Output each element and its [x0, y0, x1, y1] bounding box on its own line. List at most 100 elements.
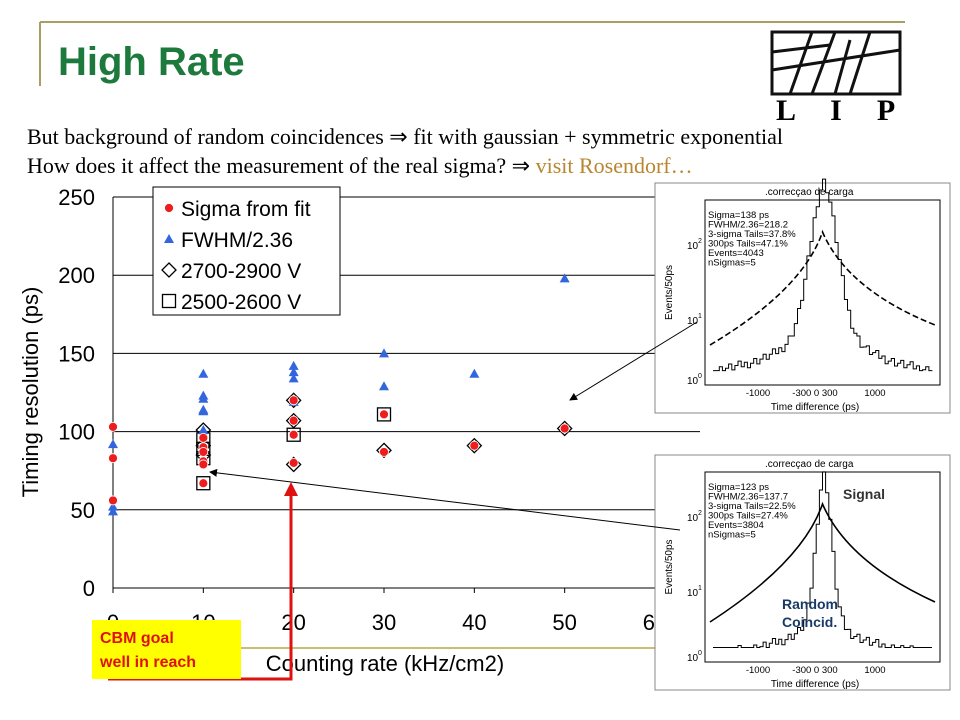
- inset-x-label: Time difference (ps): [771, 402, 859, 413]
- point: [285, 412, 302, 429]
- inset-x-tick-label: -1000: [746, 665, 770, 676]
- inset-stat: FWHM/2.36=218.2: [708, 220, 788, 231]
- point: [466, 437, 483, 454]
- point: [288, 360, 299, 370]
- point: [285, 392, 302, 409]
- histogram: [713, 178, 933, 372]
- inset-title: .correcçao de carga: [765, 187, 854, 198]
- point: [556, 420, 573, 437]
- x-axis-label: Counting rate (kHz/cm2): [266, 651, 504, 676]
- inset-y-tick-exp: 1: [698, 313, 702, 320]
- x-tick-label: 50: [552, 610, 576, 635]
- inset-y-tick-exp: 2: [698, 510, 702, 517]
- point: [469, 368, 480, 378]
- point: [288, 367, 299, 377]
- point: [164, 234, 174, 243]
- inset-box: [654, 454, 951, 691]
- inset-y-tick-base: 10: [687, 653, 699, 664]
- inset-stat: Events=4043: [708, 248, 764, 259]
- legend-label: 2700-2900 V: [181, 260, 301, 283]
- inset-x-tick-label: -300 0 300: [792, 388, 837, 399]
- point: [108, 422, 118, 432]
- point: [108, 495, 118, 506]
- histogram: [713, 471, 932, 648]
- logo-frame: [770, 30, 902, 96]
- inset-stat: 3-sigma Tails=22.5%: [708, 501, 796, 512]
- point: [198, 393, 209, 403]
- point: [198, 447, 209, 457]
- logo-letter: I: [830, 94, 842, 127]
- series: [195, 392, 573, 473]
- legend-label: 2500-2600 V: [181, 291, 301, 314]
- point: [559, 423, 570, 434]
- logo-letter: P: [877, 94, 895, 127]
- series: [108, 395, 570, 506]
- chart: 0501001502002500102030405060Counting rat…: [18, 185, 700, 676]
- inset-note: Coincid.: [782, 614, 837, 630]
- point: [198, 459, 209, 470]
- point: [376, 407, 392, 422]
- point: [108, 501, 118, 511]
- legend-label: Sigma from fit: [181, 198, 311, 221]
- inset-y-tick-base: 10: [687, 241, 699, 252]
- inset-stat: nSigmas=5: [708, 258, 756, 269]
- inset-stat: 3-sigma Tails=37.8%: [708, 229, 796, 240]
- inset-y-tick-base: 10: [687, 376, 699, 387]
- inset: .correcçao de carga Sigma=123 psFWHM/2.36…: [654, 454, 951, 691]
- callout-text: CBM goal: [100, 630, 174, 647]
- inset-x-label: Time difference (ps): [771, 679, 859, 690]
- point: [288, 373, 299, 383]
- x-tick-label: 40: [462, 610, 486, 635]
- point: [198, 425, 209, 435]
- inset-stat: Sigma=138 ps: [708, 210, 769, 221]
- callout-text: well in reach: [99, 654, 196, 671]
- logo-letter: L: [776, 94, 796, 127]
- inset-x-tick-label: 1000: [864, 665, 885, 676]
- callout-box: [92, 620, 241, 679]
- legend-box: [152, 186, 341, 316]
- inset-y-tick-base: 10: [687, 513, 699, 524]
- inset-y-label: Events/50ps: [664, 539, 675, 594]
- y-tick-label: 0: [83, 576, 95, 601]
- point: [379, 409, 389, 420]
- overlay: CBM goal well in reach: [92, 321, 698, 681]
- x-tick-label: 20: [281, 610, 305, 635]
- inset-x-tick-label: -1000: [746, 388, 770, 399]
- point: [379, 381, 389, 391]
- inset-x-tick-label: 1000: [864, 388, 885, 399]
- body-line: How does it affect the measurement of th…: [27, 153, 693, 178]
- fit-curve: [709, 229, 936, 346]
- inset-y-tick-base: 10: [687, 316, 699, 327]
- point: [379, 348, 389, 358]
- insets: .correcçao de carga Sigma=138 psFWHM/2.36…: [654, 178, 951, 691]
- inset-stat: Sigma=123 ps: [708, 482, 769, 493]
- y-tick-label: 150: [58, 341, 95, 366]
- body-link: visit Rosendorf…: [536, 153, 693, 178]
- point: [198, 432, 209, 443]
- y-tick-label: 250: [58, 185, 95, 210]
- point: [198, 478, 209, 489]
- body-text: How does it affect the measurement of th…: [27, 153, 536, 178]
- body-line: But background of random coincidences ⇒ …: [27, 124, 783, 149]
- inset-frame: [704, 199, 941, 386]
- series: [196, 407, 392, 491]
- point: [288, 415, 299, 426]
- inset-note: Signal: [843, 486, 885, 502]
- series: [108, 273, 570, 516]
- inset-y-tick-exp: 0: [698, 373, 702, 380]
- point: [288, 395, 299, 406]
- x-tick-label: 30: [372, 610, 396, 635]
- point: [379, 447, 389, 457]
- arrow: [209, 468, 681, 531]
- point: [196, 476, 211, 491]
- inset-title: .correcçao de carga: [765, 459, 854, 470]
- y-tick-label: 100: [58, 420, 95, 445]
- inset-y-tick-base: 10: [687, 588, 699, 599]
- inset-stat: Events=3804: [708, 520, 764, 531]
- y-tick-label: 200: [58, 263, 95, 288]
- logo: L I P: [770, 30, 902, 127]
- inset-y-tick-exp: 0: [698, 650, 702, 657]
- point: [108, 439, 118, 449]
- inset-y-tick-exp: 1: [698, 585, 702, 592]
- slide-title: High Rate: [58, 40, 245, 84]
